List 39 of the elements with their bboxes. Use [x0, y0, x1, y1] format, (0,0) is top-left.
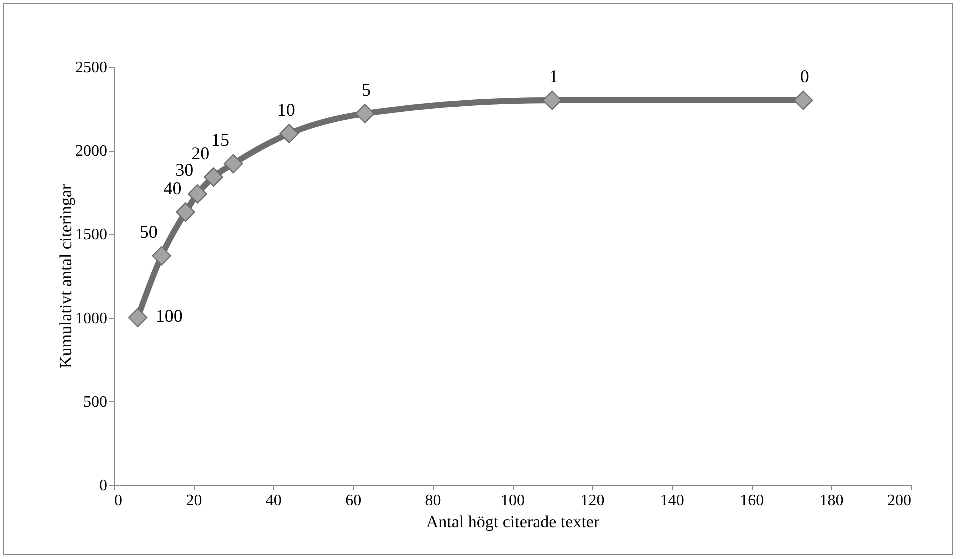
x-tick-label: 140 — [660, 492, 684, 510]
y-tick-label: 0 — [100, 478, 108, 494]
annotation: 20 — [192, 143, 210, 164]
point — [152, 246, 172, 266]
x-tick-label: 40 — [266, 492, 282, 510]
point — [280, 124, 300, 144]
annotation: 100 — [156, 306, 183, 326]
x-tick-label: 80 — [425, 492, 442, 510]
x-tick-label: 160 — [740, 492, 764, 510]
annotation: 50 — [140, 222, 158, 242]
x-tick-label: 60 — [346, 492, 362, 510]
annotation: 0 — [800, 66, 810, 86]
x-tick-label: 0 — [114, 492, 122, 510]
point — [128, 308, 148, 328]
x-tick-label: 200 — [888, 492, 912, 510]
point — [794, 90, 814, 110]
y-tick-label: 1000 — [76, 310, 108, 328]
point — [176, 202, 196, 222]
y-tick-label: 2000 — [76, 143, 108, 160]
point — [188, 184, 208, 204]
point — [355, 104, 375, 124]
x-tick-label: 100 — [501, 492, 525, 510]
x-tick-label: 120 — [580, 492, 605, 510]
point — [224, 154, 244, 174]
y-tick-label: 1500 — [76, 226, 108, 244]
y-tick-label: 500 — [84, 394, 108, 411]
annotation: 40 — [164, 178, 182, 198]
annotation: 10 — [277, 100, 296, 120]
annotation: 15 — [212, 130, 230, 150]
x-axis-title: Antal högt citerade texter — [426, 512, 600, 532]
annotation: 5 — [362, 80, 372, 100]
point — [542, 90, 562, 110]
annotation: 30 — [176, 160, 194, 180]
x-tick-label: 180 — [820, 492, 844, 510]
y-axis-title: Kumulativt antal citeringar — [56, 184, 76, 369]
y-tick-label: 2500 — [76, 60, 108, 76]
x-tick-label: 20 — [186, 492, 202, 510]
annotation: 1 — [549, 66, 558, 86]
point — [204, 168, 224, 188]
